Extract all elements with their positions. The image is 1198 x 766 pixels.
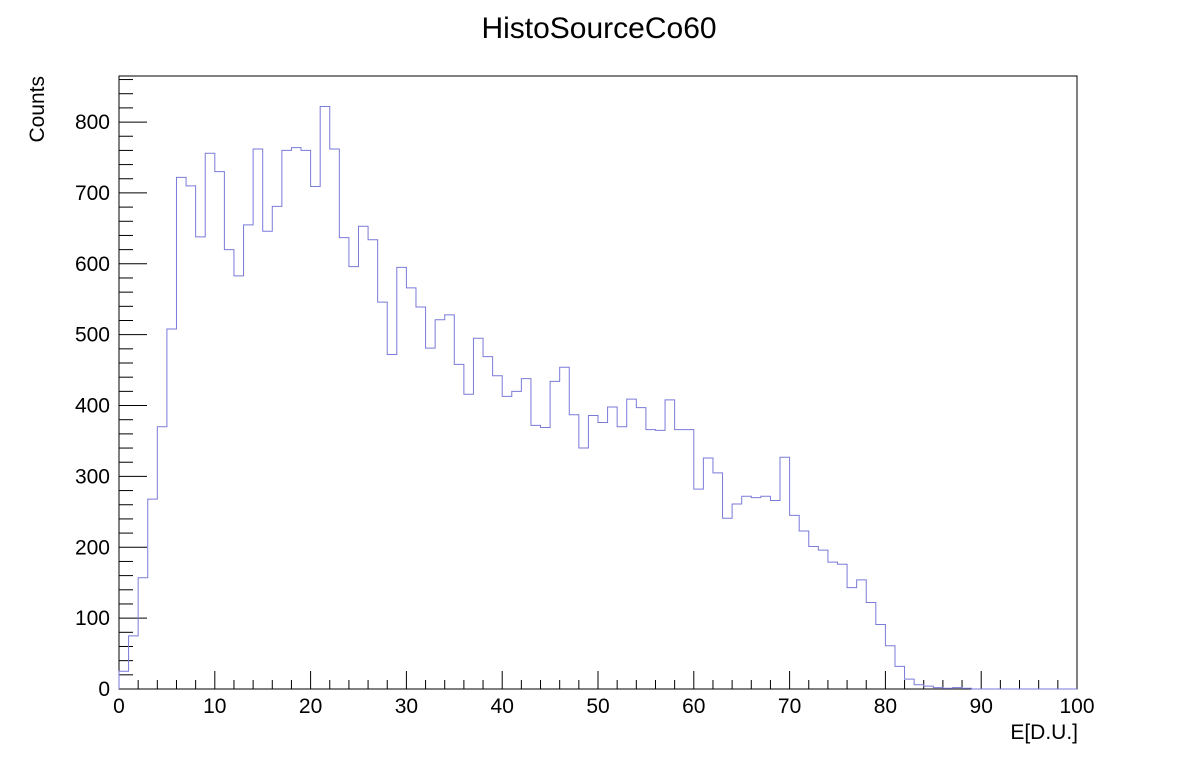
y-tick-label: 0	[98, 678, 110, 701]
y-tick-label: 300	[75, 465, 110, 488]
histogram-series-line	[118, 105, 1077, 690]
x-tick-label: 90	[970, 695, 993, 718]
y-tick-label: 400	[75, 395, 110, 418]
y-tick-label: 800	[75, 111, 110, 134]
y-axis-label: Counts	[26, 76, 49, 143]
x-tick-label: 50	[586, 695, 609, 718]
y-tick-label: 600	[75, 253, 110, 276]
x-axis: 0 10 20 30 40 50 60 70 80 90 100	[113, 671, 1095, 718]
x-tick-label: 30	[395, 695, 418, 718]
x-tick-label: 70	[778, 695, 801, 718]
x-tick-label: 20	[299, 695, 322, 718]
chart-title: HistoSourceCo60	[481, 12, 716, 45]
x-tick-label: 40	[491, 695, 514, 718]
x-tick-label: 0	[113, 695, 125, 718]
x-axis-label: E[D.U.]	[1010, 721, 1078, 744]
y-axis: 0 100 200 300 400 500 600 700 800	[75, 111, 147, 701]
x-tick-label: 60	[682, 695, 705, 718]
y-tick-label: 100	[75, 607, 110, 630]
y-tick-label: 700	[75, 182, 110, 205]
x-tick-label: 10	[203, 695, 226, 718]
minor-tick-marks	[119, 79, 1059, 689]
x-tick-label: 100	[1059, 695, 1094, 718]
y-tick-label: 200	[75, 536, 110, 559]
x-tick-label: 80	[874, 695, 897, 718]
y-tick-label: 500	[75, 324, 110, 347]
